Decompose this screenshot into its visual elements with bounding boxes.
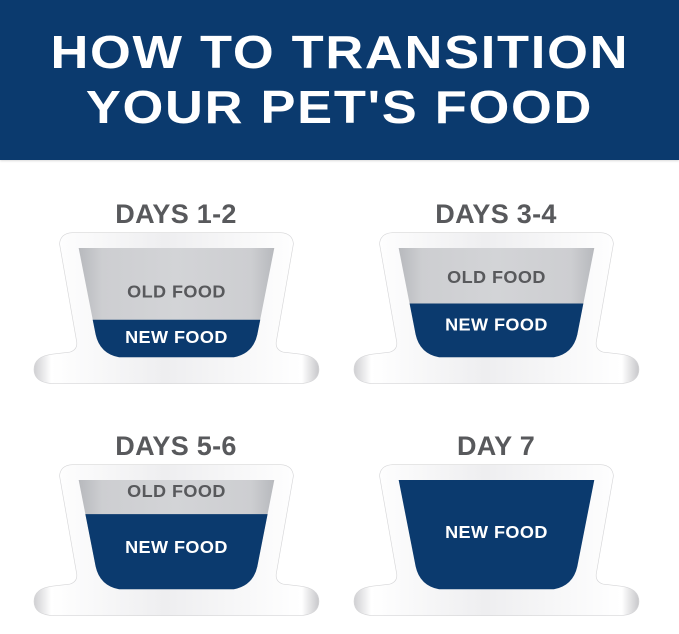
svg-text:OLD FOOD: OLD FOOD [447, 267, 546, 287]
svg-text:OLD FOOD: OLD FOOD [127, 481, 226, 501]
svg-text:NEW FOOD: NEW FOOD [445, 522, 548, 542]
svg-text:NEW FOOD: NEW FOOD [445, 314, 548, 334]
svg-text:OLD FOOD: OLD FOOD [127, 282, 226, 302]
svg-text:NEW FOOD: NEW FOOD [125, 327, 228, 347]
svg-text:NEW FOOD: NEW FOOD [125, 537, 228, 557]
